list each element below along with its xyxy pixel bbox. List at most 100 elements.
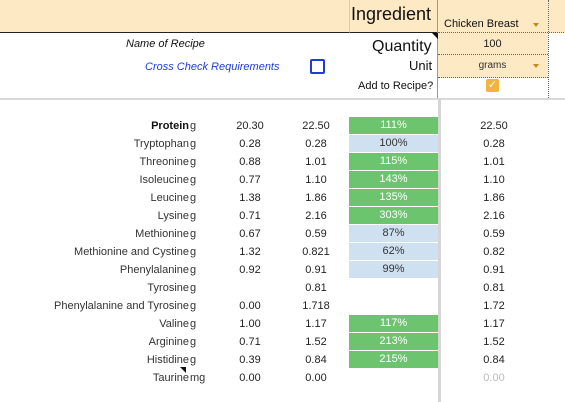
table-row: Histidine g 0.39 0.84 215% 0.84 — [0, 351, 565, 369]
recipe-total-value: 1.01 — [483, 156, 505, 168]
recipe-total-value: 0.00 — [483, 372, 505, 384]
ingredient-settings-grid — [437, 32, 565, 98]
requirement-value: 0.00 — [239, 372, 261, 384]
requirement-value: 1.38 — [239, 192, 261, 204]
ingredient-value: 0.00 — [305, 372, 327, 384]
ingredient-value: 0.81 — [305, 282, 327, 294]
chevron-down-icon[interactable] — [533, 23, 539, 27]
comment-indicator-icon — [432, 33, 438, 39]
recipe-total-value: 0.59 — [483, 228, 505, 240]
nutrient-unit: g — [190, 246, 197, 258]
nutrient-name: Phenylalanine and Tyrosine — [54, 300, 189, 312]
nutrient-name: Histidine — [146, 354, 189, 366]
ingredient-value: 0.91 — [305, 264, 327, 276]
recipe-total-value: 1.86 — [483, 192, 505, 204]
nutrient-name: Isoleucine — [139, 174, 189, 186]
ingredient-value: 1.718 — [302, 300, 330, 312]
recipe-total-value: 1.52 — [483, 336, 505, 348]
percent-badge — [349, 297, 438, 314]
nutrient-unit: g — [190, 264, 197, 276]
nutrient-name: Leucine — [150, 192, 189, 204]
table-row: Methionine and Cystine g 1.32 0.821 62% 0.82 — [0, 243, 565, 261]
add-to-recipe-label: Add to Recipe? — [358, 80, 434, 92]
requirement-value: 0.88 — [239, 156, 261, 168]
unit-cell[interactable] — [438, 54, 548, 78]
nutrient-unit: g — [190, 318, 197, 330]
chevron-down-icon[interactable] — [533, 64, 539, 68]
cross-check-checkbox[interactable] — [310, 59, 325, 74]
recipe-name-band[interactable] — [0, 0, 350, 33]
nutrient-unit: g — [190, 192, 197, 204]
add-to-recipe-checkbox[interactable]: ✓ — [486, 79, 499, 92]
table-row: Arginine g 0.71 1.52 213% 1.52 — [0, 333, 565, 351]
table-row: Lysine g 0.71 2.16 303% 2.16 — [0, 207, 565, 225]
recipe-total-value: 0.91 — [483, 264, 505, 276]
comment-indicator-icon — [180, 367, 186, 373]
ingredient-value: 2.16 — [305, 210, 327, 222]
nutrient-name: Phenylalanine — [119, 264, 189, 276]
requirement-value: 1.00 — [239, 318, 261, 330]
nutrient-unit: g — [190, 336, 197, 348]
nutrient-unit: g — [190, 228, 197, 240]
table-row: Methionine g 0.67 0.59 87% 0.59 — [0, 225, 565, 243]
nutrient-name: Taurine — [152, 372, 189, 384]
cell-border — [548, 0, 550, 98]
nutrient-unit: g — [190, 120, 197, 132]
requirement-value: 0.00 — [239, 300, 261, 312]
recipe-total-value: 0.84 — [483, 354, 505, 366]
quantity-label: Quantity — [372, 38, 432, 55]
nutrient-name: Tryptophan — [133, 138, 189, 150]
ingredient-dropdown[interactable]: Chicken Breast — [444, 18, 519, 30]
unit-dropdown[interactable]: grams — [478, 60, 507, 71]
table-row: Valine g 1.00 1.17 117% 1.17 — [0, 315, 565, 333]
quantity-input[interactable]: 100 — [483, 38, 502, 50]
nutrient-name: Protein — [151, 120, 189, 132]
ingredient-value: 1.86 — [305, 192, 327, 204]
table-row: Taurine mg 0.00 0.00 0.00 — [0, 369, 565, 387]
percent-badge: 87% — [349, 225, 438, 242]
table-row: Phenylalanine and Tyrosine g 0.00 1.718 1.72 — [0, 297, 565, 315]
requirement-value: 0.92 — [239, 264, 261, 276]
nutrient-unit: g — [190, 138, 197, 150]
requirement-value: 0.71 — [239, 210, 261, 222]
percent-badge: 117% — [349, 315, 438, 332]
requirement-value: 0.77 — [239, 174, 261, 186]
name-of-recipe-label: Name of Recipe — [126, 38, 205, 50]
table-row: Leucine g 1.38 1.86 135% 1.86 — [0, 189, 565, 207]
percent-badge: 62% — [349, 243, 438, 260]
percent-badge: 135% — [349, 189, 438, 206]
ingredient-select-cell[interactable] — [437, 0, 565, 33]
requirement-value: 1.32 — [239, 246, 261, 258]
percent-badge: 111% — [349, 117, 438, 134]
percent-badge: 213% — [349, 333, 438, 350]
recipe-total-value: 1.72 — [483, 300, 505, 312]
nutrient-name: Arginine — [148, 336, 189, 348]
quantity-cell[interactable] — [438, 32, 548, 55]
nutrient-name: Methionine — [135, 228, 189, 240]
percent-badge: 143% — [349, 171, 438, 188]
percent-badge — [349, 369, 438, 386]
nutrient-unit: g — [190, 210, 197, 222]
percent-badge: 99% — [349, 261, 438, 278]
unit-label: Unit — [409, 58, 433, 73]
table-row: Tyrosine g 0.81 0.81 — [0, 279, 565, 297]
ingredient-value: 0.59 — [305, 228, 327, 240]
nutrient-unit: g — [190, 174, 197, 186]
ingredient-value: 0.821 — [302, 246, 330, 258]
requirement-value: 0.67 — [239, 228, 261, 240]
ingredient-value: 1.10 — [305, 174, 327, 186]
percent-badge: 215% — [349, 351, 438, 368]
recipe-total-value: 0.28 — [483, 138, 505, 150]
requirement-value: 0.71 — [239, 336, 261, 348]
nutrient-name: Methionine and Cystine — [74, 246, 189, 258]
percent-badge: 115% — [349, 153, 438, 170]
column-divider — [438, 98, 441, 402]
requirement-value: 0.39 — [239, 354, 261, 366]
table-row: Threonine g 0.88 1.01 115% 1.01 — [0, 153, 565, 171]
ingredient-value: 1.01 — [305, 156, 327, 168]
table-row: Tryptophan g 0.28 0.28 100% 0.28 — [0, 135, 565, 153]
ingredient-value: 1.17 — [305, 318, 327, 330]
recipe-total-value: 1.10 — [483, 174, 505, 186]
recipe-total-value: 0.82 — [483, 246, 505, 258]
table-row: Phenylalanine g 0.92 0.91 99% 0.91 — [0, 261, 565, 279]
